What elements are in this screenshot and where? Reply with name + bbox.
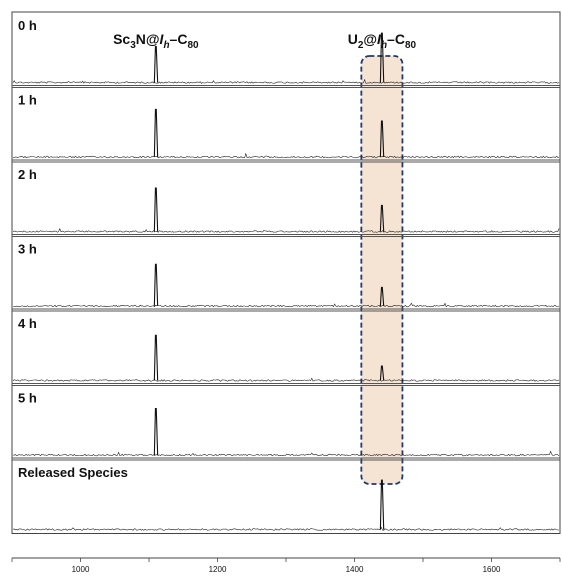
spectrum-peak: [379, 204, 385, 232]
spectrum-peak: [153, 408, 159, 456]
spectrum-peak: [153, 263, 159, 307]
spectrum-trace: [12, 450, 560, 457]
spectrum-peak: [379, 479, 385, 530]
plot-frame: [11, 11, 561, 534]
u2-highlight-box: [360, 55, 404, 485]
spectrum-panel: 3 h: [12, 242, 560, 312]
compound-labels: Sc3N@Ih–C80 U2@Ih–C80: [113, 31, 416, 51]
x-tick-label: 1400: [346, 565, 364, 574]
sc3n-compound-label: Sc3N@Ih–C80: [113, 31, 199, 51]
panel-label: 3 h: [18, 242, 37, 257]
panel-label: Released Species: [18, 465, 128, 480]
spectrum-peak: [379, 286, 385, 307]
spectrum-panel: 0 h: [12, 18, 560, 88]
x-tick-label: 1600: [483, 565, 501, 574]
spectrum-panel: 1 h: [12, 93, 560, 163]
spectrum-trace: [12, 228, 560, 233]
spectrum-trace: [12, 526, 559, 531]
spectrum-peak: [153, 108, 159, 158]
spectrum-trace: [12, 78, 560, 84]
panel-label: 5 h: [18, 391, 37, 406]
spectrum-trace: [12, 152, 560, 159]
spectrum-peak: [153, 334, 159, 381]
spectrum-peak: [153, 187, 159, 232]
highlight-layer: [360, 55, 404, 485]
panel-label: 1 h: [18, 93, 37, 108]
spectrum-peak: [379, 120, 385, 158]
spectrum-panel: 2 h: [12, 167, 560, 237]
spectra-panels: 0 h 1 h 2 h 3 h 4 h 5 h Released Species: [11, 11, 561, 534]
spectrum-peak: [153, 45, 159, 83]
x-axis: 1000 1200 1400 1600: [11, 557, 561, 574]
u2-compound-label: U2@Ih–C80: [348, 31, 417, 51]
spectrum-panel: Released Species: [12, 465, 559, 531]
spectrum-peak: [379, 365, 385, 381]
x-tick-label: 1200: [209, 565, 227, 574]
spectrum-peak: [379, 32, 385, 83]
spectrum-panel: 5 h: [12, 391, 560, 461]
x-tick-label: 1000: [72, 565, 90, 574]
spectrum-trace: [12, 377, 560, 382]
spectrum-panel: 4 h: [12, 316, 560, 386]
spectrum-trace: [12, 302, 560, 308]
panel-label: 2 h: [18, 167, 37, 182]
panel-label: 4 h: [18, 316, 37, 331]
panel-label: 0 h: [18, 18, 37, 33]
